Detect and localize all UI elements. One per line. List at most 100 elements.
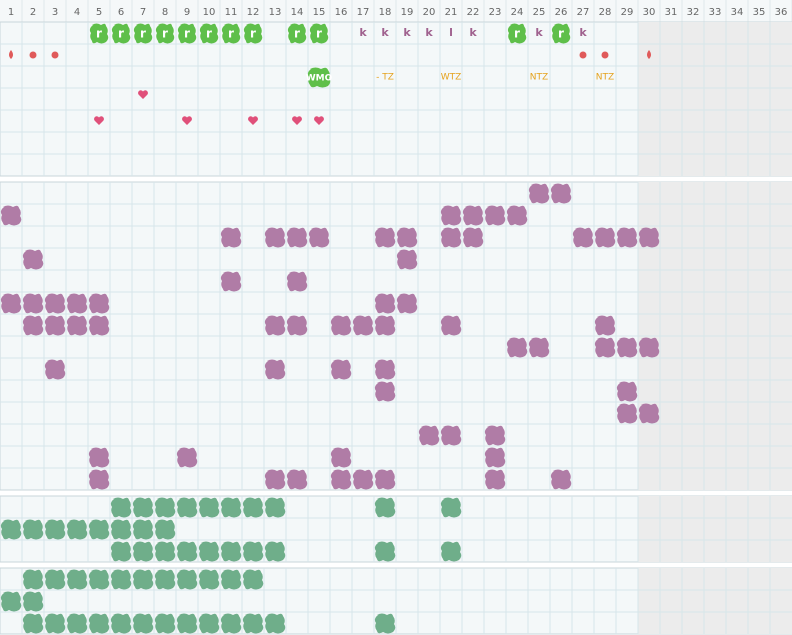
column-label: 19: [401, 7, 414, 18]
entry-blob: [22, 591, 44, 612]
entry-blob: [22, 519, 44, 540]
tag-badge: [133, 23, 153, 44]
entry-blob: [154, 541, 176, 562]
column-label: 10: [203, 7, 216, 18]
entry-blob: [110, 569, 132, 590]
entry-blob: [22, 293, 44, 314]
entry-blob: [396, 227, 418, 248]
drop-marker: [647, 50, 651, 59]
entry-blob: [66, 569, 88, 590]
entry-blob: [22, 569, 44, 590]
dot-marker: [51, 51, 59, 59]
entry-blob: [88, 315, 110, 336]
entry-blob: [506, 337, 528, 358]
status-letter: l: [449, 26, 453, 39]
column-label: 27: [577, 7, 590, 18]
entry-blob: [462, 227, 484, 248]
entry-blob: [264, 541, 286, 562]
heart-marker: [314, 116, 324, 125]
entry-blob: [506, 205, 528, 226]
entry-blob: [154, 497, 176, 518]
entry-blob: [264, 227, 286, 248]
tag-label: r: [140, 27, 146, 41]
tag-label: r: [316, 27, 322, 41]
column-label: 34: [731, 7, 744, 18]
heart-marker: [94, 116, 104, 125]
entry-blob: [264, 613, 286, 634]
column-label: 7: [140, 7, 146, 18]
entry-blob: [374, 541, 396, 562]
entry-blob: [352, 469, 374, 490]
entry-blob: [374, 227, 396, 248]
dot-marker: [29, 51, 37, 59]
entry-blob: [484, 205, 506, 226]
entry-blob: [220, 613, 242, 634]
entry-blob: [374, 293, 396, 314]
entry-blob: [220, 541, 242, 562]
column-label: 2: [30, 7, 36, 18]
column-label: 31: [665, 7, 678, 18]
entry-blob: [220, 271, 242, 292]
column-label: 33: [709, 7, 722, 18]
entry-blob: [528, 337, 550, 358]
entry-blob: [550, 469, 572, 490]
entry-blob: [440, 425, 462, 446]
column-label: 12: [247, 7, 260, 18]
entry-blob: [132, 519, 154, 540]
entry-blob: [88, 519, 110, 540]
status-letter: k: [469, 26, 477, 39]
tag-label: r: [514, 27, 520, 41]
entry-blob: [154, 569, 176, 590]
entry-blob: [330, 315, 352, 336]
entry-blob: [396, 249, 418, 270]
entry-blob: [330, 447, 352, 468]
entry-blob: [264, 469, 286, 490]
entry-blob: [88, 293, 110, 314]
entry-blob: [462, 205, 484, 226]
entry-blob: [286, 227, 308, 248]
entry-blob: [286, 315, 308, 336]
entry-blob: [88, 613, 110, 634]
tag-label: WMO: [306, 74, 333, 84]
column-label: 30: [643, 7, 656, 18]
entry-blob: [44, 359, 66, 380]
column-label: 1: [8, 7, 14, 18]
entry-blob: [308, 227, 330, 248]
entry-blob: [0, 519, 22, 540]
entry-blob: [242, 541, 264, 562]
tag-badge: [177, 23, 197, 44]
column-label: 32: [687, 7, 700, 18]
column-label: 9: [184, 7, 190, 18]
entry-blob: [374, 315, 396, 336]
tag-label: r: [558, 27, 564, 41]
entry-blob: [616, 337, 638, 358]
column-label: 17: [357, 7, 370, 18]
entry-blob: [440, 315, 462, 336]
weekend-shade: [638, 22, 792, 176]
status-letter: k: [579, 26, 587, 39]
tag-badge: [287, 23, 307, 44]
entry-blob: [616, 403, 638, 424]
entry-blob: [484, 425, 506, 446]
tag-badge: [551, 23, 571, 44]
note-label: - TZ: [376, 73, 394, 83]
entry-blob: [110, 519, 132, 540]
entry-blob: [242, 497, 264, 518]
entry-blob: [66, 519, 88, 540]
entry-blob: [440, 541, 462, 562]
column-label: 36: [775, 7, 788, 18]
column-label: 21: [445, 7, 458, 18]
entry-blob: [22, 613, 44, 634]
entry-blob: [396, 293, 418, 314]
column-label: 28: [599, 7, 612, 18]
entry-blob: [594, 315, 616, 336]
tag-label: r: [228, 27, 234, 41]
tag-label: r: [162, 27, 168, 41]
entry-blob: [0, 293, 22, 314]
weekend-shade: [638, 568, 792, 634]
column-label: 26: [555, 7, 568, 18]
tag-badge: [155, 23, 175, 44]
column-label: 8: [162, 7, 168, 18]
entry-blob: [132, 541, 154, 562]
entry-blob: [374, 359, 396, 380]
